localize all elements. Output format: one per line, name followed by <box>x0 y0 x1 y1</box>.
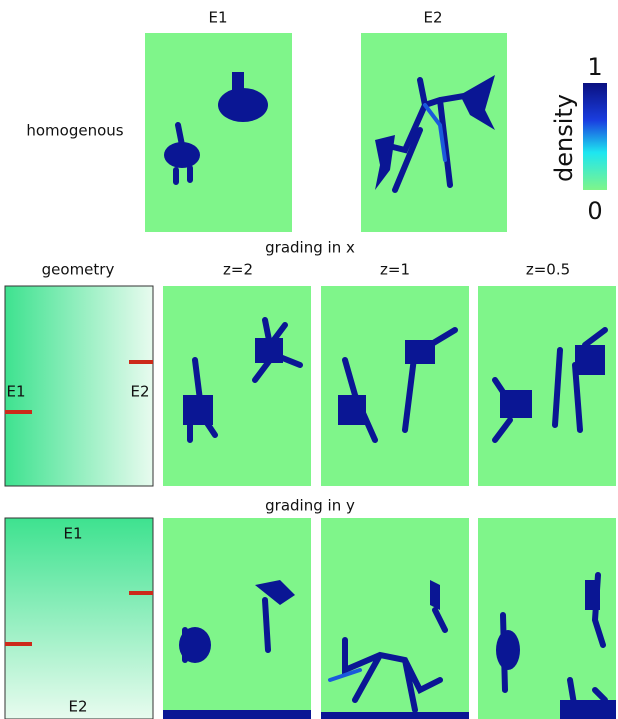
load-label: E1 <box>6 383 25 401</box>
row-label: homogenous <box>26 122 123 140</box>
column-label: E2 <box>423 9 442 27</box>
result-panel <box>361 33 507 232</box>
result-panel <box>163 286 311 486</box>
load-label: E1 <box>63 525 82 543</box>
column-label: geometry <box>42 261 115 279</box>
section-title: grading in y <box>265 497 355 515</box>
section-title: grading in x <box>265 239 355 257</box>
colorbar-min: 0 <box>587 197 602 225</box>
colorbar-label: density <box>550 94 578 182</box>
column-label: z=1 <box>380 261 410 279</box>
result-panel <box>321 286 469 486</box>
load-label: E2 <box>130 383 149 401</box>
result-panel <box>321 518 469 719</box>
load-label: E2 <box>68 698 87 716</box>
result-panel <box>478 518 616 719</box>
geometry-panel: E1 E2 <box>4 517 154 719</box>
colorbar-max: 1 <box>587 53 602 81</box>
colorbar: 1 0 density <box>550 53 607 225</box>
result-panel <box>163 518 311 719</box>
column-label: z=2 <box>223 261 253 279</box>
column-label: E1 <box>208 9 227 27</box>
column-label: z=0.5 <box>526 261 570 279</box>
result-panel <box>145 33 292 232</box>
geometry-panel: E1 E2 <box>4 285 154 487</box>
result-panel <box>478 286 616 486</box>
